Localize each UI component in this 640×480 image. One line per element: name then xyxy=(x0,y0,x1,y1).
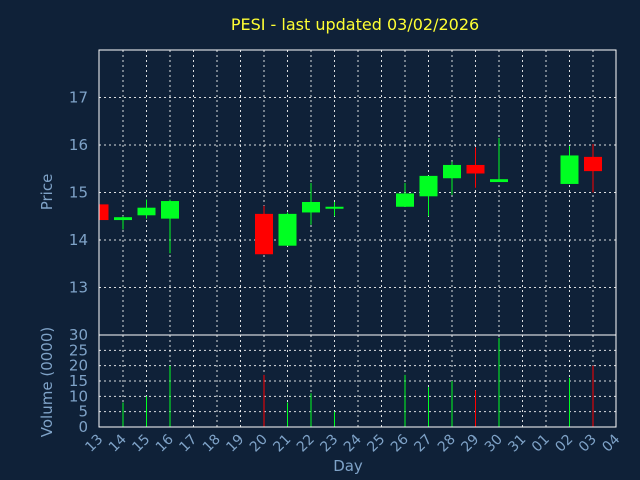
candle-body xyxy=(302,202,320,213)
x-tick-label: 25 xyxy=(364,432,388,456)
volume-axis-label: Volume (0000) xyxy=(38,327,56,437)
volume-tick-label: 25 xyxy=(69,341,88,359)
candle-body xyxy=(396,193,414,207)
price-tick-label: 16 xyxy=(69,136,88,154)
candle-body xyxy=(419,175,438,197)
x-axis-label: Day xyxy=(333,457,363,475)
price-tick-label: 14 xyxy=(69,231,88,249)
x-tick-label: 17 xyxy=(176,432,200,456)
volume-tick-label: 0 xyxy=(78,418,88,436)
price-tick-label: 15 xyxy=(69,184,88,202)
candle-body xyxy=(325,206,344,209)
x-tick-label: 14 xyxy=(106,431,130,455)
x-tick-label: 26 xyxy=(388,431,412,455)
volume-tick-label: 20 xyxy=(69,357,88,375)
candle-body xyxy=(137,207,156,216)
x-tick-label: 18 xyxy=(200,432,224,456)
x-tick-label: 22 xyxy=(294,432,318,456)
candle-body xyxy=(255,213,273,255)
candle-body xyxy=(161,201,179,219)
candles xyxy=(99,137,602,255)
volume-bars xyxy=(122,338,594,427)
candle-body xyxy=(99,204,109,221)
x-tick-label: 02 xyxy=(552,432,576,456)
volume-tick-label: 30 xyxy=(69,326,88,344)
candle-body xyxy=(466,164,485,174)
price-panel-frame xyxy=(98,49,617,336)
price-axis-label: Price xyxy=(38,174,56,211)
x-tick-label: 24 xyxy=(341,431,365,455)
price-tick-label: 17 xyxy=(69,89,88,107)
x-tick-label: 19 xyxy=(223,432,247,456)
x-tick-label: 29 xyxy=(458,432,482,456)
candle-body xyxy=(584,156,602,172)
x-tick-label: 21 xyxy=(270,432,294,456)
x-tick-label: 15 xyxy=(129,432,153,456)
x-tick-label: 28 xyxy=(435,432,459,456)
candle-body xyxy=(490,179,508,183)
chart-title: PESI - last updated 03/02/2026 xyxy=(231,15,479,34)
x-tick-label: 30 xyxy=(482,432,506,456)
candle-body xyxy=(443,164,461,179)
volume-tick-label: 5 xyxy=(78,403,88,421)
volume-tick-label: 10 xyxy=(69,387,88,405)
x-tick-label: 31 xyxy=(505,432,529,456)
x-tick-label: 16 xyxy=(153,431,177,455)
volume-tick-label: 15 xyxy=(69,372,88,390)
volume-grid xyxy=(99,335,616,427)
x-tick-label: 04 xyxy=(599,431,623,455)
x-tick-label: 01 xyxy=(529,432,553,456)
price-grid xyxy=(99,50,616,335)
x-tick-label: 23 xyxy=(317,432,341,456)
candle-body xyxy=(278,213,297,246)
price-tick-label: 13 xyxy=(69,279,88,297)
x-tick-labels: 13 14 15 16 17 18 19 20 21 22 23 24 25 26 27 28 29 30 31 01… xyxy=(82,431,623,455)
candle-body xyxy=(560,155,579,184)
candle-body xyxy=(114,217,132,221)
x-tick-label: 20 xyxy=(247,432,271,456)
x-tick-label: 27 xyxy=(411,432,435,456)
volume-panel-frame xyxy=(98,334,617,428)
x-tick-label: 03 xyxy=(576,432,600,456)
price-tick-labels: 13 14 15 16 17 xyxy=(69,89,88,297)
